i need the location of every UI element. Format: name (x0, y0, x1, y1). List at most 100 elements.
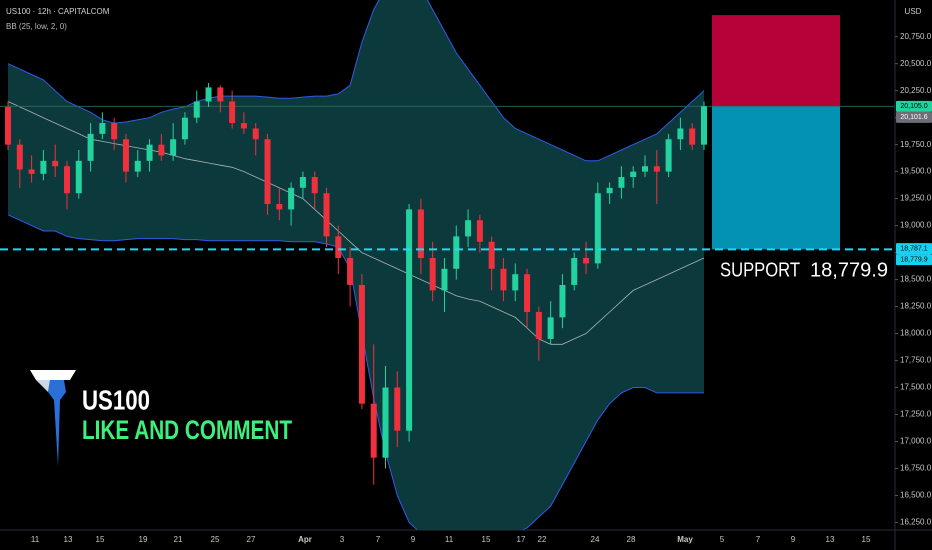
candle-body (99, 123, 106, 134)
x-tick-label: May (677, 535, 693, 544)
y-tick-label: 19,000.0 (900, 221, 932, 230)
candle-body (323, 193, 330, 237)
candle-body (264, 139, 271, 205)
x-tick-label: 15 (96, 535, 105, 544)
y-tick-label: 17,750.0 (900, 356, 932, 365)
candle-body (571, 257, 578, 285)
x-tick-label: 11 (31, 535, 40, 544)
candle-body (122, 139, 129, 172)
price-tag (896, 243, 932, 255)
candle-body (465, 220, 472, 237)
x-tick-label: Apr (298, 535, 312, 544)
x-tick-label: 13 (64, 535, 73, 544)
candle-body (63, 166, 70, 194)
price-tag-label: 20,105.0 (900, 103, 927, 110)
candle-body (87, 133, 94, 161)
x-tick-label: 27 (247, 535, 256, 544)
x-tick-label: 22 (538, 535, 547, 544)
candle-body (441, 268, 448, 291)
chart-title: US100 · 12h · CAPITALCOM (6, 7, 110, 16)
y-tick-label: 19,250.0 (900, 194, 932, 203)
candle-body (394, 387, 401, 431)
logo (30, 370, 76, 466)
x-tick-label: 9 (791, 535, 796, 544)
candle-body (406, 209, 413, 431)
candle-body (75, 160, 82, 194)
candle-body (488, 241, 495, 269)
candle-body (358, 284, 365, 404)
indicator-label: BB (25, low, 2, 0) (6, 22, 67, 31)
plot-area (0, 0, 895, 530)
band-lower (7, 214, 704, 530)
candle-body (535, 311, 542, 339)
candle-body (642, 166, 649, 172)
candle-body (618, 177, 625, 188)
watermark-call: LIKE AND COMMENT (82, 415, 292, 445)
candle-body (217, 87, 224, 102)
candle-body (512, 274, 519, 291)
price-tag-label: 20,101.6 (900, 114, 927, 121)
y-tick-label: 16,500.0 (900, 491, 932, 500)
candle-body (417, 209, 424, 258)
x-tick-label: 19 (139, 535, 148, 544)
stop-zone (712, 15, 840, 107)
x-tick-label: 13 (826, 535, 835, 544)
candle-body (594, 193, 601, 264)
candle-body (240, 123, 247, 129)
price-tag (896, 254, 932, 266)
candle-body (347, 257, 354, 285)
y-tick-label: 20,250.0 (900, 86, 932, 95)
candle-body (16, 144, 23, 170)
candle-body (299, 177, 306, 188)
candle-body (453, 236, 460, 269)
candle-body (28, 169, 35, 174)
candle-body (689, 128, 696, 145)
y-tick-label: 16,750.0 (900, 464, 932, 473)
candle-body (630, 171, 637, 178)
candle-body (5, 106, 11, 145)
candle-body (677, 128, 684, 140)
candle-body (229, 101, 236, 124)
x-tick-label: 17 (517, 535, 526, 544)
candle-body (500, 268, 507, 291)
y-tick-label: 17,000.0 (900, 437, 932, 446)
logo-bar (30, 370, 76, 380)
candle-body (476, 220, 483, 242)
x-tick-label: 5 (720, 535, 725, 544)
candle-body (382, 387, 389, 458)
x-tick-label: 7 (756, 535, 761, 544)
axes: 16,250.0 16,500.0 16,750.0 17,000.0 17,250.0… (31, 32, 932, 544)
support-value: 18,779.9 (810, 260, 888, 282)
watermark-symbol: US100 (82, 384, 150, 415)
x-tick-label: 7 (376, 535, 381, 544)
price-tag-label: 18,787.1 (900, 245, 927, 252)
y-tick-label: 19,750.0 (900, 140, 932, 149)
x-tick-label: 21 (174, 535, 183, 544)
candle-body (193, 101, 200, 118)
y-tick-label: 17,500.0 (900, 383, 932, 392)
candle-body (170, 139, 177, 156)
y-tick-label: 20,500.0 (900, 59, 932, 68)
y-tick-label: 16,250.0 (900, 518, 932, 527)
x-tick-label: 15 (482, 535, 491, 544)
price-tag (896, 100, 932, 112)
candle-body (134, 160, 141, 172)
candle-body (583, 257, 590, 264)
candle-body (146, 144, 153, 161)
candle-body (665, 139, 672, 172)
candle-body (40, 160, 47, 174)
candle-body (181, 117, 188, 140)
candle-body (559, 284, 566, 318)
x-tick-label: 25 (211, 535, 220, 544)
candle-body (524, 274, 531, 312)
candle-body (252, 128, 259, 140)
x-tick-label: 11 (445, 535, 454, 544)
y-tick-label: 17,250.0 (900, 410, 932, 419)
x-tick-label: 3 (340, 535, 345, 544)
y-tick-label: 18,500.0 (900, 275, 932, 284)
candle-body (311, 177, 318, 194)
candle-body (335, 236, 342, 258)
candle-body (288, 187, 295, 210)
x-tick-label: 24 (591, 535, 600, 544)
